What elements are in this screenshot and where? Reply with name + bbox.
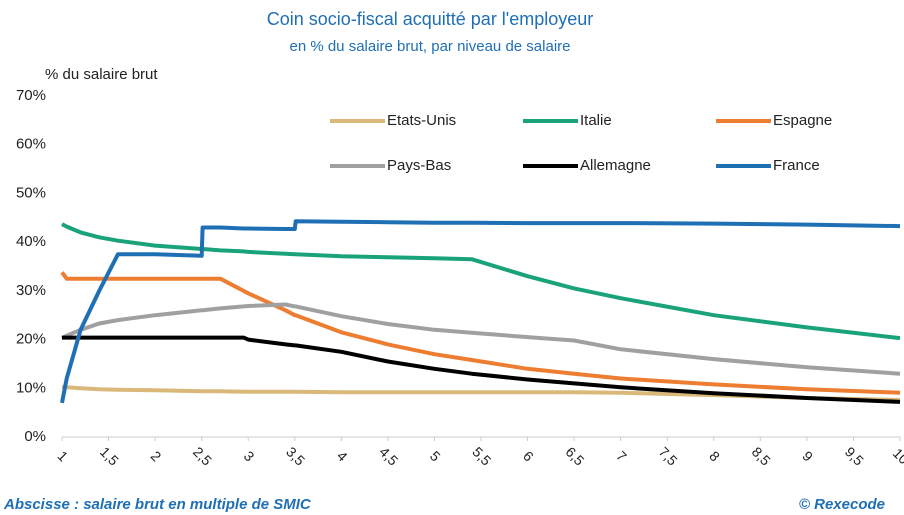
legend-label: Pays-Bas (387, 157, 451, 174)
x-tick-label: 4 (334, 448, 351, 465)
y-tick-label: 50% (16, 184, 46, 201)
y-axis-label: % du salaire brut (45, 66, 158, 83)
y-tick-label: 10% (16, 379, 46, 396)
x-tick-label: 3 (241, 448, 258, 465)
x-tick-label: 1,5 (97, 444, 122, 469)
x-tick-label: 2,5 (190, 444, 215, 469)
x-tick-label: 3,5 (283, 444, 308, 469)
x-tick-label: 7,5 (656, 444, 681, 469)
x-tick-label: 8,5 (749, 444, 774, 469)
x-tick-label: 5 (427, 448, 444, 465)
legend-label: Espagne (773, 112, 832, 129)
y-tick-label: 30% (16, 282, 46, 299)
series-line (61, 222, 901, 341)
legend-label: France (773, 157, 820, 174)
x-tick-label: 4,5 (376, 444, 401, 469)
x-tick-label: 5,5 (469, 444, 494, 469)
x-tick-label: 9 (799, 448, 816, 465)
series-line (61, 302, 901, 376)
x-tick-label: 9,5 (842, 444, 867, 469)
y-tick-label: 0% (24, 428, 46, 445)
legend-label: Etats-Unis (387, 112, 456, 129)
y-tick-label: 70% (16, 87, 46, 104)
legend-label: Allemagne (580, 157, 651, 174)
y-tick-label: 40% (16, 233, 46, 250)
x-tick-label: 10 (890, 445, 904, 467)
series-line (60, 219, 901, 404)
x-tick-label: 2 (148, 448, 165, 465)
chart-subtitle: en % du salaire brut, par niveau de sala… (289, 38, 570, 55)
y-tick-label: 60% (16, 136, 46, 153)
source: © Rexecode (799, 496, 885, 513)
footnote: Abscisse : salaire brut en multiple de S… (3, 496, 312, 513)
x-tick-label: 6 (520, 448, 537, 465)
series-line (62, 335, 901, 404)
x-tick-label: 7 (613, 448, 630, 465)
y-tick-label: 20% (16, 331, 46, 348)
series-line (61, 384, 901, 402)
series-line (60, 271, 901, 395)
chart-title: Coin socio-fiscal acquitté par l'employe… (267, 9, 594, 29)
x-tick-label: 6,5 (562, 444, 587, 469)
x-tick-label: 8 (706, 448, 723, 465)
legend-label: Italie (580, 112, 612, 129)
x-tick-label: 1 (55, 448, 72, 465)
